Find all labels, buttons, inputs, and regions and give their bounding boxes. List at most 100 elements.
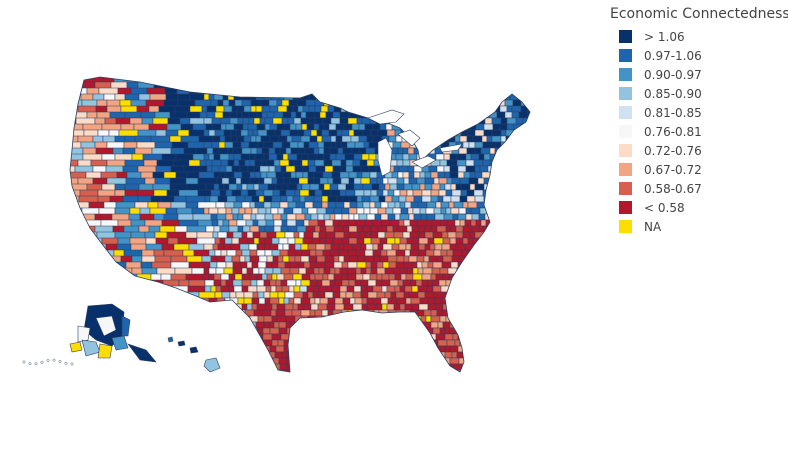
county[interactable] <box>412 267 419 275</box>
county[interactable] <box>321 201 329 209</box>
county[interactable] <box>232 147 243 155</box>
county[interactable] <box>466 363 474 371</box>
county[interactable] <box>368 165 377 173</box>
county[interactable] <box>254 153 265 161</box>
county[interactable] <box>330 363 341 371</box>
county[interactable] <box>327 105 335 113</box>
county[interactable] <box>281 285 290 293</box>
county[interactable] <box>248 117 255 125</box>
county[interactable] <box>265 261 273 269</box>
county[interactable] <box>285 315 296 323</box>
county[interactable] <box>294 237 304 245</box>
county[interactable] <box>504 159 513 167</box>
county[interactable] <box>291 309 302 317</box>
county[interactable] <box>226 327 237 335</box>
county[interactable] <box>270 207 279 215</box>
county[interactable] <box>335 123 345 131</box>
county[interactable] <box>217 231 228 239</box>
county[interactable] <box>451 351 458 359</box>
county[interactable] <box>231 105 239 113</box>
county[interactable] <box>213 171 220 179</box>
county[interactable] <box>226 231 234 239</box>
county[interactable] <box>321 129 330 137</box>
county[interactable] <box>177 297 194 312</box>
county[interactable] <box>52 358 56 362</box>
county[interactable] <box>22 360 26 364</box>
county[interactable] <box>253 237 260 245</box>
county[interactable] <box>68 195 80 210</box>
county[interactable] <box>370 231 379 239</box>
county[interactable] <box>277 207 285 215</box>
county[interactable] <box>297 369 304 376</box>
county[interactable] <box>462 201 469 209</box>
county[interactable] <box>258 87 267 95</box>
county[interactable] <box>309 279 318 287</box>
county[interactable] <box>427 237 435 245</box>
county[interactable] <box>430 309 438 317</box>
county[interactable] <box>241 345 250 353</box>
county[interactable] <box>504 309 514 317</box>
county[interactable] <box>246 363 254 371</box>
county[interactable] <box>362 273 371 281</box>
county[interactable] <box>355 219 366 227</box>
county[interactable] <box>253 309 263 317</box>
county[interactable] <box>348 129 355 137</box>
county[interactable] <box>314 189 323 197</box>
county[interactable] <box>520 141 529 149</box>
county[interactable] <box>478 333 487 341</box>
county[interactable] <box>261 105 271 113</box>
county[interactable] <box>516 195 527 203</box>
county[interactable] <box>434 135 441 143</box>
county[interactable] <box>423 255 430 263</box>
county[interactable] <box>65 237 79 252</box>
county[interactable] <box>430 99 441 107</box>
county[interactable] <box>319 297 329 305</box>
county[interactable] <box>122 279 136 294</box>
county[interactable] <box>424 99 432 107</box>
county[interactable] <box>349 87 360 95</box>
county[interactable] <box>499 177 508 185</box>
county[interactable] <box>512 153 519 161</box>
county[interactable] <box>409 249 420 257</box>
county[interactable] <box>292 273 303 281</box>
county[interactable] <box>300 117 311 125</box>
county[interactable] <box>217 81 226 89</box>
county[interactable] <box>439 183 446 191</box>
county[interactable] <box>417 201 428 209</box>
county[interactable] <box>503 363 514 371</box>
county[interactable] <box>468 369 479 376</box>
county[interactable] <box>372 285 383 293</box>
county[interactable] <box>300 255 310 263</box>
county[interactable] <box>78 285 97 300</box>
county[interactable] <box>228 183 238 191</box>
county[interactable] <box>389 219 400 227</box>
county[interactable] <box>205 225 215 233</box>
county[interactable] <box>497 351 507 359</box>
county[interactable] <box>360 285 368 293</box>
county[interactable] <box>220 159 229 167</box>
county[interactable] <box>290 369 299 376</box>
county[interactable] <box>267 183 277 191</box>
county[interactable] <box>235 315 244 323</box>
county[interactable] <box>244 309 255 317</box>
county[interactable] <box>426 147 436 155</box>
county[interactable] <box>264 243 271 251</box>
county[interactable] <box>323 87 332 95</box>
county[interactable] <box>500 291 511 299</box>
county[interactable] <box>77 255 98 265</box>
county[interactable] <box>156 309 173 324</box>
county[interactable] <box>398 195 407 203</box>
county[interactable] <box>529 117 538 125</box>
county[interactable] <box>300 351 308 359</box>
county[interactable] <box>279 363 288 371</box>
county[interactable] <box>246 267 254 275</box>
county[interactable] <box>480 285 489 293</box>
county[interactable] <box>198 309 219 324</box>
county[interactable] <box>65 285 80 299</box>
county[interactable] <box>457 171 465 179</box>
county[interactable] <box>153 327 166 341</box>
county[interactable] <box>387 201 396 209</box>
county[interactable] <box>358 81 365 89</box>
county[interactable] <box>474 195 485 203</box>
county[interactable] <box>372 363 381 371</box>
